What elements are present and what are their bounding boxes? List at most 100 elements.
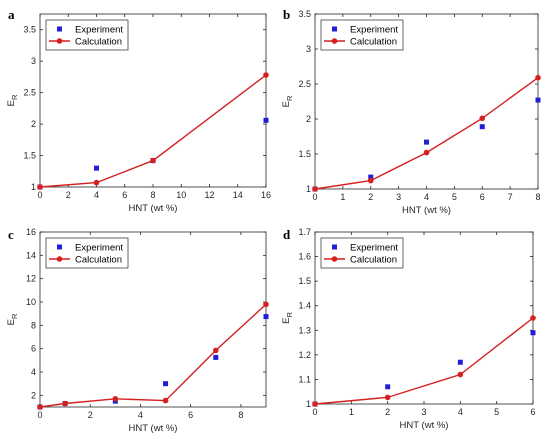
y-tick-label: 4 — [31, 367, 36, 377]
panel-a: a 0 2 4 6 8 10 12 14 16 1 1.5 2 2.5 3 3.5 HNT (wt %) ER Ex… — [6, 7, 271, 214]
y-tick-label: 1.5 — [23, 151, 36, 161]
x-tick-label: 7 — [508, 192, 513, 202]
x-tick-label: 2 — [88, 410, 93, 420]
legend-box — [320, 237, 404, 269]
calculation-line — [39, 303, 267, 408]
y-tick-label: 1.7 — [298, 227, 311, 237]
calculation-point — [479, 115, 486, 122]
x-tick-label: 14 — [233, 190, 243, 200]
calculation-point — [312, 186, 318, 192]
legend-marker-experiment — [57, 244, 62, 250]
legend-marker-calculation — [331, 256, 338, 262]
y-axis-label: ER — [281, 312, 294, 324]
x-tick-label: 1 — [340, 192, 345, 202]
calculation-point — [62, 400, 68, 407]
calculation-line — [314, 77, 539, 190]
x-tick-label: 0 — [312, 192, 317, 202]
y-tick-label: 2 — [31, 390, 36, 400]
y-tick-label: 10 — [26, 297, 36, 307]
x-tick-label: 10 — [176, 190, 186, 200]
x-tick-label: 1 — [349, 407, 354, 417]
data-marks — [37, 72, 269, 190]
x-tick-label: 2 — [66, 190, 71, 200]
legend-box — [45, 19, 129, 51]
calculation-point — [37, 184, 43, 190]
calculation-line — [39, 74, 267, 188]
x-tick-label: 8 — [238, 410, 243, 420]
legend-label: Experiment — [75, 25, 123, 36]
experiment-point — [263, 314, 269, 320]
y-tick-label: 1 — [306, 399, 311, 409]
calculation-point — [93, 179, 100, 186]
x-tick-label: 8 — [150, 190, 155, 200]
x-tick-label: 6 — [122, 190, 127, 200]
y-axis-label: ER — [281, 95, 294, 107]
calculation-point — [457, 371, 464, 378]
y-tick-label: 1.5 — [298, 276, 311, 286]
y-tick-label: 1.5 — [298, 149, 311, 159]
panel-letter: d — [283, 227, 291, 242]
calculation-point — [312, 401, 318, 407]
calculation-point — [384, 394, 391, 401]
legend-marker-calculation — [56, 256, 63, 262]
x-tick-label: 6 — [480, 192, 485, 202]
calculation-point — [162, 397, 169, 404]
x-tick-label: 5 — [452, 192, 457, 202]
y-tick-label: 3 — [306, 44, 311, 54]
experiment-point — [213, 354, 219, 360]
legend-box — [45, 237, 129, 269]
y-tick-label: 1 — [31, 182, 36, 192]
x-tick-label: 3 — [421, 407, 426, 417]
calculation-point — [37, 404, 43, 410]
experiment-point — [368, 174, 374, 180]
y-tick-label: 14 — [26, 250, 36, 260]
calculation-point — [212, 347, 219, 354]
legend-label: Calculation — [75, 255, 122, 266]
experiment-point — [457, 359, 463, 365]
x-tick-label: 0 — [37, 410, 42, 420]
y-axis-label: ER — [6, 94, 19, 106]
x-tick-label: 0 — [37, 190, 42, 200]
y-tick-label: 3.5 — [23, 25, 36, 35]
x-axis-label: HNT (wt %) — [402, 205, 451, 216]
y-tick-label: 16 — [26, 227, 36, 237]
y-tick-label: 1.4 — [298, 301, 311, 311]
legend-box — [320, 19, 404, 51]
x-tick-label: 4 — [424, 192, 429, 202]
plot-frame — [39, 231, 267, 408]
calculation-point — [150, 157, 156, 164]
data-marks — [312, 74, 541, 192]
y-tick-label: 8 — [31, 320, 36, 330]
legend-label: Experiment — [350, 25, 398, 36]
x-tick-label: 4 — [94, 190, 99, 200]
x-tick-label: 2 — [368, 192, 373, 202]
experiment-point — [263, 117, 269, 123]
experiment-point — [479, 124, 485, 130]
calculation-point — [112, 396, 119, 402]
x-tick-label: 5 — [494, 407, 499, 417]
y-tick-label: 1 — [306, 184, 311, 194]
y-tick-label: 1.1 — [298, 374, 311, 384]
calculation-point — [263, 301, 269, 308]
legend-marker-experiment — [57, 26, 62, 32]
legend-marker-calculation — [56, 38, 63, 44]
y-tick-label: 3.5 — [298, 9, 311, 19]
legend-marker-experiment — [332, 26, 337, 32]
legend-marker-calculation — [331, 38, 338, 44]
y-tick-label: 2.5 — [298, 79, 311, 89]
y-tick-label: 1.3 — [298, 325, 311, 335]
x-tick-label: 3 — [396, 192, 401, 202]
panel-letter: b — [283, 7, 290, 22]
x-tick-label: 2 — [385, 407, 390, 417]
x-tick-label: 4 — [138, 410, 143, 420]
y-tick-label: 3 — [31, 56, 36, 66]
legend-label: Calculation — [350, 37, 397, 48]
y-tick-label: 12 — [26, 274, 36, 284]
x-tick-label: 16 — [261, 190, 271, 200]
